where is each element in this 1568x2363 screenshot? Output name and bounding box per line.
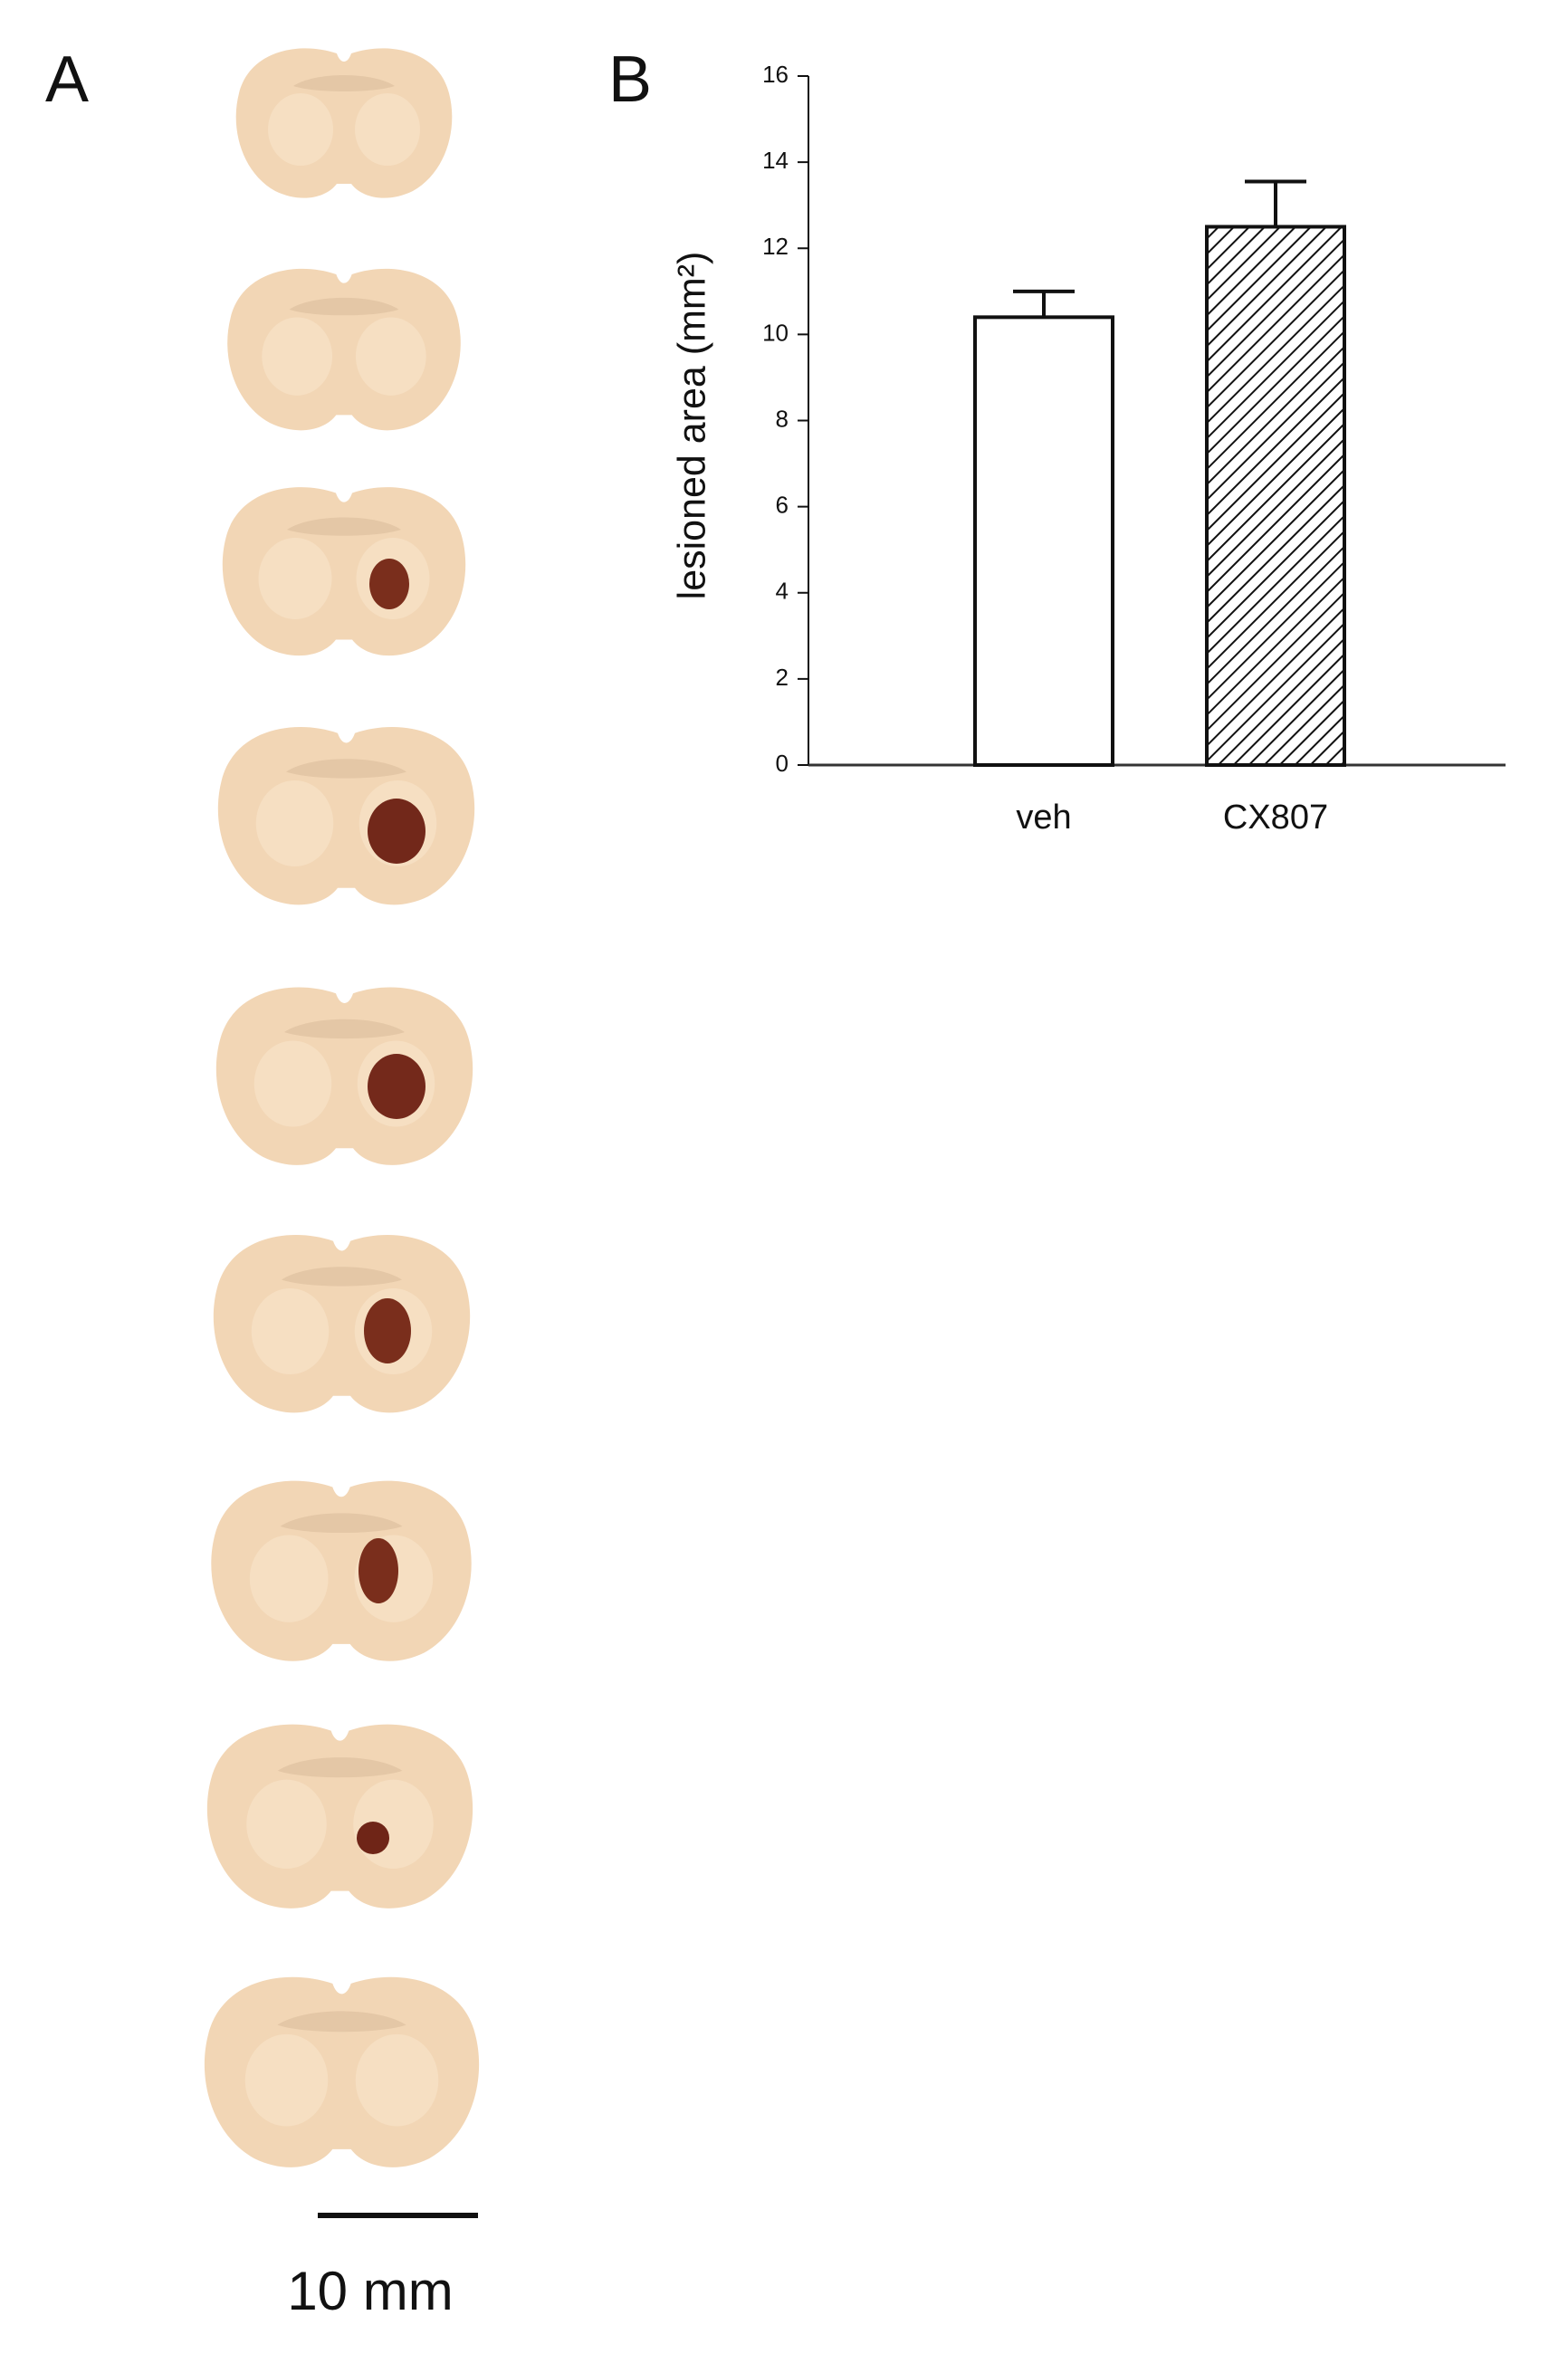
y-tick-label: 14 (762, 147, 789, 174)
lesion (364, 1298, 411, 1363)
brain-slice (222, 487, 466, 656)
brain-slice (211, 1480, 472, 1661)
panel-label: B (608, 43, 652, 116)
y-tick-label: 8 (776, 405, 789, 432)
y-axis-label: lesioned area (mm²) (670, 252, 713, 600)
brain-slice (215, 987, 473, 1165)
y-tick-label: 12 (762, 233, 789, 260)
x-tick-label: veh (1016, 799, 1071, 837)
y-tick-label: 6 (776, 492, 789, 519)
y-tick-label: 2 (776, 664, 789, 691)
brain-slice (235, 48, 453, 198)
bar (973, 315, 1114, 767)
bar (1205, 225, 1346, 767)
brain-slice (204, 1976, 480, 2167)
brain-slice (213, 1235, 471, 1413)
lesion (368, 1054, 425, 1119)
brain-slices (204, 48, 480, 2167)
scale-bar-label: 10 mm (287, 2261, 453, 2321)
x-tick-label: CX807 (1223, 799, 1328, 837)
y-tick-label: 0 (776, 750, 789, 777)
y-tick-label: 10 (762, 319, 789, 346)
lesion (359, 1538, 398, 1603)
brain-slice (206, 1724, 473, 1909)
y-tick-label: 4 (776, 578, 789, 605)
lesion (357, 1822, 389, 1854)
panel-label: A (45, 43, 89, 116)
lesion (369, 559, 409, 609)
brain-slice (227, 268, 461, 431)
y-tick-label: 16 (762, 61, 789, 88)
brain-slice (217, 727, 475, 905)
lesion (368, 799, 425, 864)
